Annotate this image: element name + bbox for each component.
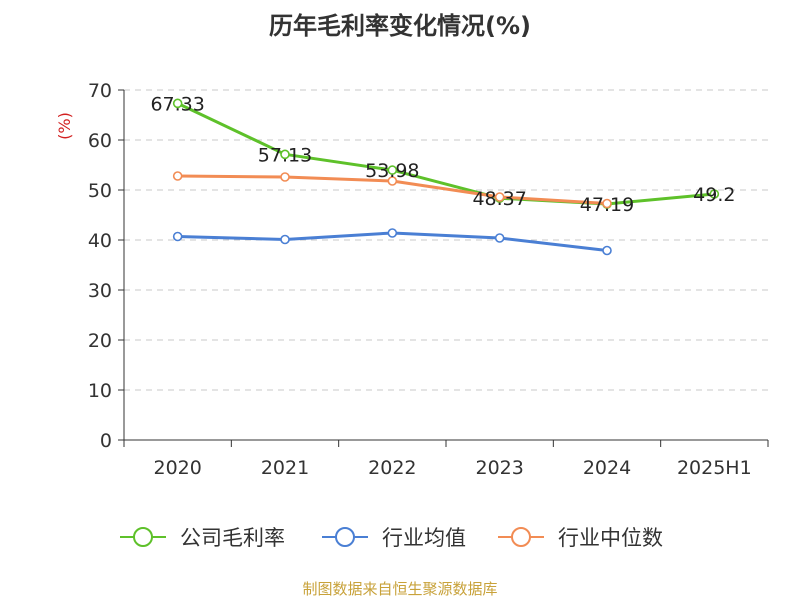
y-tick-label-40: 40	[88, 230, 112, 252]
axes	[118, 89, 769, 447]
legend-label-行业均值: 行业均值	[382, 526, 466, 550]
y-axis-label: (%)	[55, 112, 74, 140]
grid-lines	[124, 89, 768, 391]
point-公司毛利率-2020	[172, 98, 183, 109]
point-行业均值-2022	[387, 228, 398, 238]
legend-item-公司毛利率: 公司毛利率	[120, 526, 285, 550]
point-公司毛利率-2021	[280, 149, 290, 160]
y-tick-label-10: 10	[88, 380, 112, 402]
point-行业中位数-2024	[602, 198, 612, 209]
point-公司毛利率-2025H1	[709, 189, 720, 199]
data-label-2025H1: 49.2	[693, 184, 735, 206]
point-行业均值-2020	[172, 231, 183, 242]
legend-item-行业中位数: 行业中位数	[498, 526, 663, 550]
point-行业中位数-2022	[387, 176, 398, 186]
point-行业均值-2023	[494, 233, 505, 243]
x-tick-label-2025H1: 2025H1	[677, 457, 752, 479]
y-tick-label-20: 20	[88, 330, 112, 352]
data-label-2024: 47.19	[580, 194, 634, 216]
x-tick-label-2021: 2021	[261, 457, 309, 479]
series-行业中位数	[172, 171, 612, 209]
x-tick-label-2022: 2022	[368, 457, 416, 479]
point-行业均值-2021	[280, 234, 290, 245]
series-公司毛利率	[172, 98, 720, 209]
y-tick-label-70: 70	[88, 80, 112, 102]
legend: 公司毛利率 行业均值 行业中位数	[120, 526, 663, 550]
legend-marker-行业均值	[335, 527, 355, 547]
data-label-2020: 67.33	[150, 93, 204, 115]
legend-marker-公司毛利率	[133, 527, 153, 547]
y-tick-label-50: 50	[88, 180, 112, 202]
legend-marker-行业中位数	[511, 527, 531, 547]
point-公司毛利率-2022	[387, 165, 398, 175]
x-tick-label-2024: 2024	[583, 457, 631, 479]
point-行业中位数-2020	[172, 171, 183, 181]
point-行业中位数-2023	[494, 192, 505, 202]
series-lines	[172, 98, 720, 256]
data-label-2023: 48.37	[472, 188, 526, 210]
y-tick-label-30: 30	[88, 280, 112, 302]
data-label-2021: 57.13	[258, 144, 312, 166]
y-tick-label-60: 60	[88, 130, 112, 152]
legend-label-公司毛利率: 公司毛利率	[180, 526, 285, 550]
point-行业均值-2024	[602, 245, 612, 256]
y-tick-labels: 0 10 20 30 40 50 60 70	[88, 80, 112, 452]
x-tick-label-2020: 2020	[153, 457, 201, 479]
legend-label-行业中位数: 行业中位数	[558, 526, 663, 550]
chart-title: 历年毛利率变化情况(%)	[269, 12, 531, 40]
legend-item-行业均值: 行业均值	[322, 526, 466, 550]
data-labels: 67.33 57.13 53.98 48.37 47.19 49.2	[150, 93, 735, 216]
source-footer: 制图数据来自恒生聚源数据库	[302, 580, 498, 598]
x-tick-labels: 2020 2021 2022 2023 2024 2025H1	[153, 457, 751, 479]
series-行业均值	[172, 228, 612, 256]
y-tick-label-0: 0	[100, 430, 112, 452]
x-tick-label-2023: 2023	[475, 457, 523, 479]
point-行业中位数-2021	[280, 172, 290, 182]
data-label-2022: 53.98	[365, 160, 419, 182]
series-line-公司毛利率	[177, 102, 715, 206]
